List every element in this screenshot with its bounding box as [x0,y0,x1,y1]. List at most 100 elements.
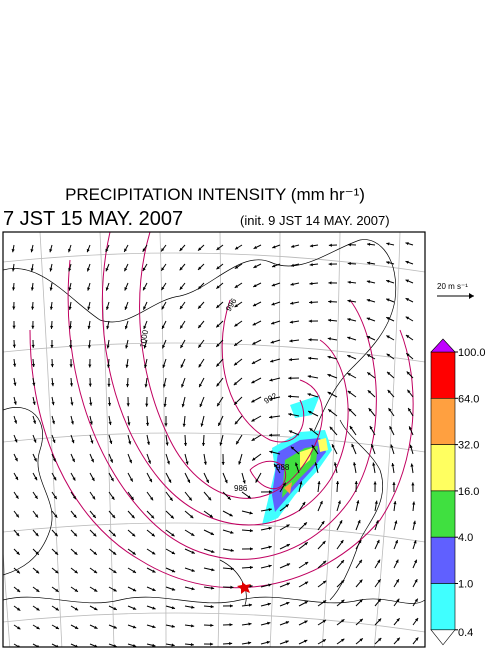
colorbar-bin [430,583,456,631]
wind-arrow-head [366,261,371,265]
wind-arrow-head [387,389,391,394]
wind-arrow-head [367,390,372,394]
wind-arrow-head [53,477,57,481]
wind-arrow-head [340,560,344,564]
wind-arrow-head [405,298,409,302]
wind-arrow-head [152,588,156,591]
wind-arrow-head [268,490,272,494]
meridian [217,232,222,647]
wind-arrow-head [30,248,34,253]
wind-arrow-head [409,444,413,449]
wind-arrow-head [191,587,195,591]
wind-arrow-head [74,625,79,629]
wind-arrow-head [105,306,110,310]
wind-arrow-head [327,373,331,377]
wind-arrow-head [30,268,34,272]
wind-arrow-head [93,570,98,574]
wind-arrow-head [15,514,19,518]
wind-arrow-head [386,261,390,265]
wind-arrow [32,643,40,647]
wind-arrow-head [107,402,112,407]
wind-arrow-head [74,551,78,555]
wind-arrow-head [414,579,418,583]
wind-arrow-head [179,247,183,252]
wind-arrow-head [328,262,332,266]
wind-arrow-head [347,299,351,303]
wind-arrow-head [407,389,411,394]
wind-arrow-head [127,422,131,426]
wind-arrow-head [31,325,35,329]
wind-arrow-head [368,408,372,412]
wind-arrow-head [16,607,21,611]
wind-arrow-head [105,287,109,291]
wind-arrow-head [235,246,239,250]
wind-arrow-head [269,433,273,437]
wind-arrow-head [289,320,294,324]
wind-arrow-head [198,324,202,329]
wind-arrow-head [286,524,290,528]
wind-arrow-head [415,637,419,641]
wind-arrow-head [234,401,238,405]
wind-arrow-head [179,305,183,310]
wind-arrow-head [31,363,36,367]
contour-label: 988 [276,463,290,472]
wind-arrow-head [14,420,18,424]
wind-arrow-head [230,530,234,534]
wind-arrow-head [249,547,253,551]
isobars [29,232,414,589]
wind-arrow-head [16,570,20,574]
wind-arrow-head [93,588,98,592]
wind-arrow-head [124,267,128,272]
wind-arrow-head [164,423,168,427]
wind-arrow-head [328,281,332,285]
wind-arrow-head [249,584,253,588]
wind-arrow-head [389,426,393,430]
wind-arrow-head [171,606,176,610]
wind-arrow-head [124,306,128,310]
wind-arrow-head [165,442,169,446]
wind-arrow-head [109,440,113,444]
wind-arrow-head [106,325,110,330]
colorbar-bin [430,536,456,584]
wind-arrow-head [190,515,194,519]
wind-arrow-head [268,583,272,587]
wind-arrow-head [198,344,202,348]
wind-arrow-head [216,383,220,387]
wind-arrow-head [124,248,128,252]
wind-arrow-head [143,345,147,349]
wind-arrow-head [171,569,176,573]
wind-arrow-head [247,495,251,499]
wind-arrow-head [210,586,215,590]
wind-arrow-head [359,618,363,623]
wind-arrow-head [33,439,37,443]
wind-arrow-head [30,287,34,291]
wind-arrow-head [387,371,391,376]
colorbar-bin [430,397,456,445]
wind-arrow-head [51,401,55,406]
wind-arrow-head [367,242,371,246]
meridian [269,232,281,647]
wind-arrow-head [270,340,274,344]
wind-arrow-head [152,606,156,610]
wind-arrow-head [341,580,345,584]
contour-label: 986 [234,484,248,493]
wind-arrow-head [55,626,59,629]
wind-arrow-head [337,500,341,504]
wind-arrow-head [187,479,190,483]
wind-arrow-head [32,420,37,424]
wind-arrow-head [16,588,21,592]
wind-arrow-head [303,522,307,526]
wind-arrow-head [366,354,371,358]
wind-arrow-head [353,462,357,466]
wind-arrow-head [340,638,345,642]
wind-arrow-head [331,444,335,448]
wind-arrow-head [410,463,414,467]
wind-arrow-head [93,533,97,537]
wind-arrow-head [216,285,220,289]
wind-arrow-head [311,444,315,449]
wind-arrow-head [238,461,242,465]
wind-arrow-head [168,479,172,483]
wind-arrow-head [356,500,360,504]
wind-arrow-head [406,353,410,357]
